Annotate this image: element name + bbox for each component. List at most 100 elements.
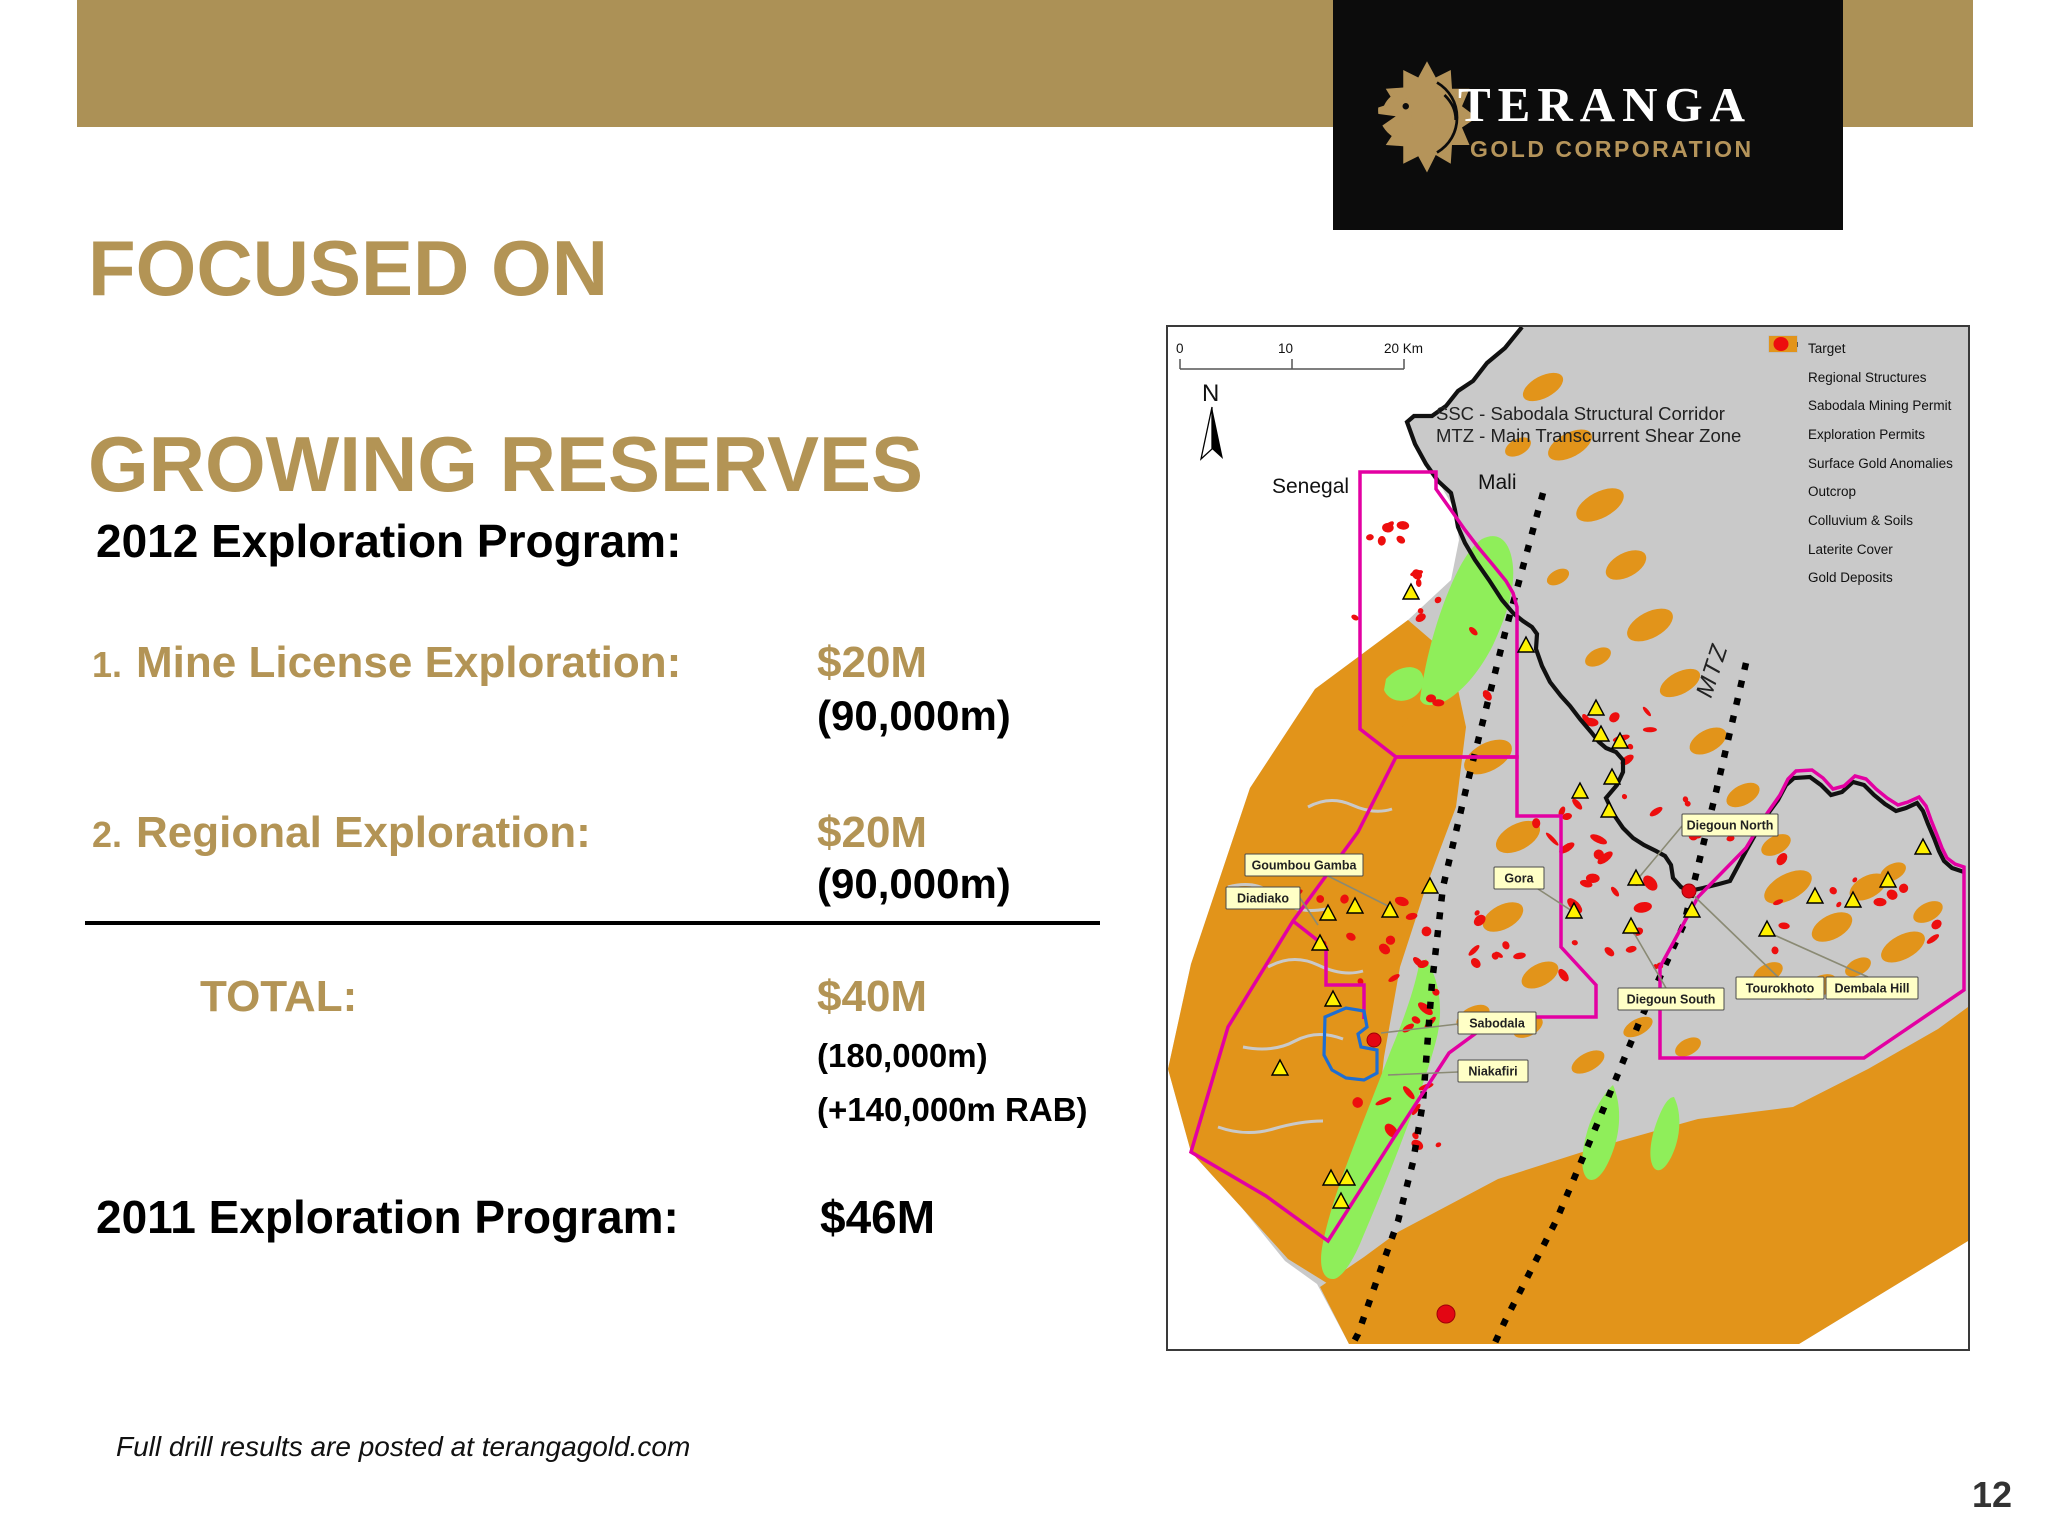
legend-item: Exploration Permits xyxy=(1768,335,1953,444)
legend-item-label: Target xyxy=(1808,340,1846,356)
map-callout-label: Diadiako xyxy=(1237,892,1289,906)
map-callout: Dembala Hill xyxy=(1825,976,1919,1000)
target-triangle-icon xyxy=(1310,933,1330,951)
target-triangle-icon xyxy=(1337,1168,1357,1186)
target-triangle-icon xyxy=(1380,900,1400,918)
legend-item-label: Gold Deposits xyxy=(1808,570,1893,586)
target-triangle-icon xyxy=(1591,724,1611,742)
target-triangle-icon xyxy=(1564,901,1584,919)
fill-red-legend-icon xyxy=(1768,336,1798,473)
map-callout: Gora xyxy=(1493,866,1545,890)
map-callout: Goumbou Gamba xyxy=(1244,853,1364,877)
total-rab-meters: (+140,000m RAB) xyxy=(817,1091,1088,1128)
scale-tick-10: 10 xyxy=(1278,341,1293,356)
map-legend: Target Regional Structures Sabodala Mining… xyxy=(1768,334,1953,592)
legend-item-label: Laterite Cover xyxy=(1808,541,1893,557)
dot-red-legend-icon xyxy=(1768,337,1798,588)
lion-icon xyxy=(1377,61,1477,173)
target-triangle-icon xyxy=(1323,989,1343,1007)
map-callout-label: Niakafiri xyxy=(1468,1065,1517,1079)
target-triangle-icon xyxy=(1602,767,1622,785)
program-item-1: 1. Mine License Exploration: xyxy=(92,641,681,685)
ssc-definition: SSC - Sabodala Structural Corridor xyxy=(1436,403,1725,424)
legend-item: Surface Gold Anomalies xyxy=(1768,336,1953,473)
legend-item-label: Exploration Permits xyxy=(1808,426,1926,442)
map-callout-label: Diegoun South xyxy=(1627,993,1716,1007)
page-title: FOCUSED ON GROWING RESERVES xyxy=(88,219,923,513)
legend-item-label: Colluvium & Soils xyxy=(1808,512,1914,528)
legend-item: Regional Structures xyxy=(1768,342,1953,387)
company-logo: TERANGA GOLD CORPORATION xyxy=(1333,0,1843,230)
legend-item-label: Regional Structures xyxy=(1808,369,1927,385)
page-title-line2: GROWING RESERVES xyxy=(88,420,924,508)
sabodala-mining-permit-outline xyxy=(1322,1006,1379,1082)
map-callout-label: Goumbou Gamba xyxy=(1252,859,1358,873)
north-arrow-icon-fill xyxy=(1212,407,1223,459)
legend-item-label: Surface Gold Anomalies xyxy=(1808,455,1953,471)
heading-2012-program: 2012 Exploration Program: xyxy=(96,515,682,567)
dots-legend-icon xyxy=(1768,342,1798,387)
target-triangle-icon xyxy=(1610,731,1630,749)
legend-item: Laterite Cover xyxy=(1768,336,1953,559)
total-label: TOTAL: xyxy=(200,972,358,1021)
rect-blue-legend-icon xyxy=(1768,335,1798,416)
total-divider-line xyxy=(85,921,1100,925)
legend-item: Gold Deposits xyxy=(1768,337,1953,588)
map-callout-label: Sabodala xyxy=(1469,1017,1526,1031)
target-triangle-icon xyxy=(1626,868,1646,886)
mtz-structure-line xyxy=(1490,662,1750,1349)
target-triangle-icon xyxy=(1345,896,1365,914)
logo-wordmark: TERANGA xyxy=(1458,77,1753,132)
target-triangle-icon xyxy=(1805,886,1825,904)
map-callout: Niakafiri xyxy=(1457,1059,1529,1083)
item-1-label: Mine License Exploration: xyxy=(136,638,682,687)
map-callout: Diegoun North xyxy=(1681,813,1779,837)
target-triangles xyxy=(1270,582,1933,1209)
target-triangle-icon xyxy=(1401,582,1421,600)
target-triangle-icon xyxy=(1570,781,1590,799)
target-triangle-icon xyxy=(1270,1058,1290,1076)
map-callout: Tourokhoto xyxy=(1735,976,1825,1000)
outcrop-regions xyxy=(1321,536,1680,1280)
legend-item: Sabodala Mining Permit xyxy=(1768,335,1953,416)
fill-orange-legend-icon xyxy=(1768,336,1798,559)
target-triangle-icon xyxy=(1516,635,1536,653)
map-callout-label: Gora xyxy=(1504,872,1534,886)
target-triangle-icon xyxy=(1757,919,1777,937)
scale-bar xyxy=(1179,359,1405,370)
target-triangle-icon xyxy=(1420,876,1440,894)
target-triangle-icon xyxy=(1913,837,1933,855)
target-triangle-icon xyxy=(1586,698,1606,716)
footnote: Full drill results are posted at teranga… xyxy=(116,1431,691,1462)
rect-magenta-legend-icon xyxy=(1768,335,1798,444)
legend-item: Colluvium & Soils xyxy=(1768,335,1953,530)
exploration-map: Diegoun North Goumbou Gamba Gora Diadiako To… xyxy=(1166,325,1970,1351)
map-callout: Sabodala xyxy=(1457,1011,1537,1035)
fill-gray-legend-icon xyxy=(1768,335,1798,530)
item-2-value: $20M xyxy=(817,808,928,857)
target-triangle-icon xyxy=(1599,800,1619,818)
item-2-number: 2. xyxy=(92,814,123,855)
item-1-number: 1. xyxy=(92,644,123,685)
map-callout: Diadiako xyxy=(1225,886,1301,910)
target-triangle-icon xyxy=(1843,890,1863,908)
target-triangle-icon xyxy=(1682,900,1702,918)
legend-item-label: Sabodala Mining Permit xyxy=(1808,398,1952,414)
target-triangle-icon xyxy=(1331,1191,1351,1209)
value-2011: $46M xyxy=(820,1191,936,1243)
callout-leader-lines xyxy=(1299,825,1869,1076)
map-callout-label: Dembala Hill xyxy=(1834,982,1909,996)
north-label: N xyxy=(1202,380,1219,407)
program-item-2: 2. Regional Exploration: xyxy=(92,811,591,855)
total-value: $40M xyxy=(817,972,928,1021)
gold-deposit-dots xyxy=(1366,883,1697,1324)
item-1-value: $20M xyxy=(817,638,928,687)
country-border xyxy=(1404,327,1965,894)
north-arrow-icon xyxy=(1199,406,1213,461)
target-triangle-icon xyxy=(1621,916,1641,934)
legend-item-label: Outcrop xyxy=(1808,484,1857,500)
surface-gold-anomalies xyxy=(1294,521,1942,1150)
legend-item: Outcrop xyxy=(1768,336,1953,502)
map-callout-label: Tourokhoto xyxy=(1746,982,1815,996)
